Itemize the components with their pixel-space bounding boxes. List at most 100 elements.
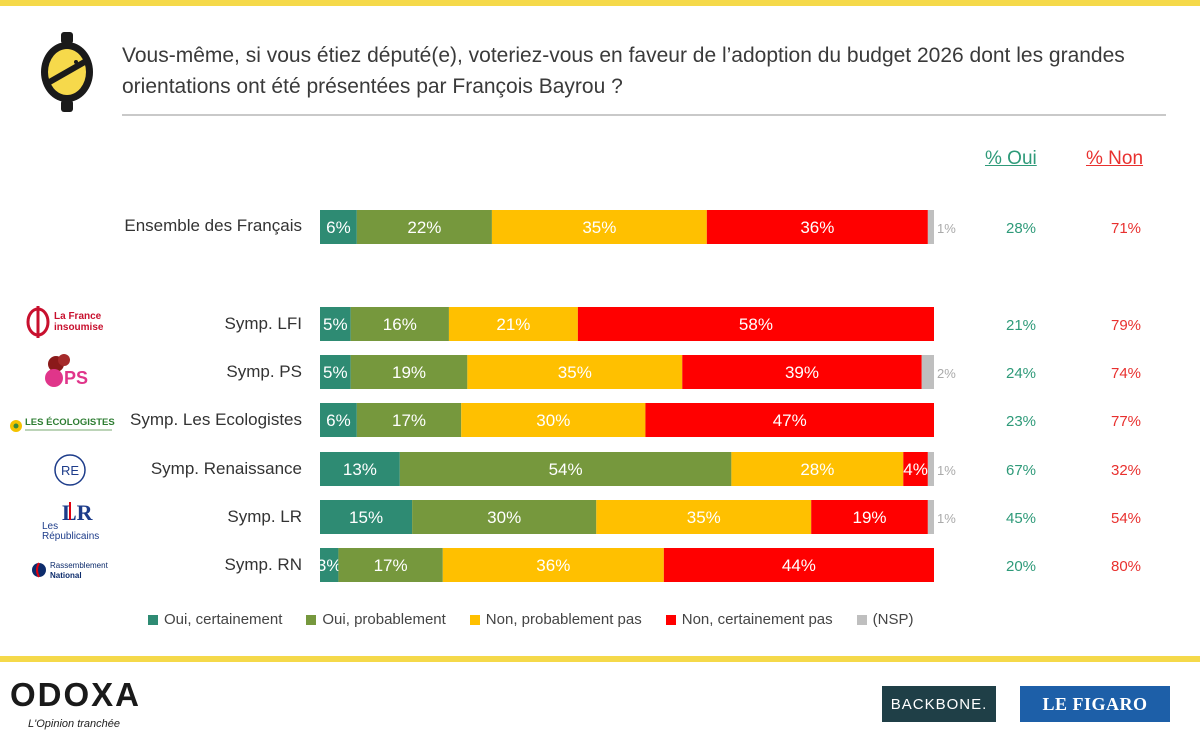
bar-segment-ensemble-des-fran-ais-non-probablement-pas (491, 210, 707, 244)
ps-logo-text: PS (64, 368, 88, 388)
bar-label-symp-ps-oui-certainement: 5% (323, 363, 348, 382)
bar-segment-symp-ps-nsp (921, 355, 934, 389)
legend-swatch (856, 614, 867, 625)
rn-logo-line2: National (50, 571, 82, 580)
bar-segment-symp-lr-non-certainement-pas (811, 500, 928, 534)
pct-non-lfi: 79% (1110, 317, 1142, 334)
row-label-ecologistes: Symp. Les Ecologistes (130, 410, 302, 429)
bar-label-symp-lr-non-probablement-pas: 35% (687, 508, 721, 527)
lfi-logo-line2: insoumise (54, 322, 104, 333)
legend-label: (NSP) (872, 611, 914, 628)
pct-non-ps: 74% (1110, 365, 1142, 382)
bar-segment-symp-lfi-non-probablement-pas (448, 307, 578, 341)
bar-label-ensemble-des-fran-ais-oui-certainement: 6% (326, 218, 351, 237)
lr-logo-mark: LR (62, 500, 94, 525)
legend-swatch (469, 614, 480, 625)
pct-oui-ensemble: 28% (1005, 220, 1037, 237)
bar-label-symp-lr-oui-probablement: 30% (487, 508, 521, 527)
bar-label-symp-rn-non-certainement-pas: 44% (782, 556, 816, 575)
bar-label-symp-rn-oui-certainement: 3% (317, 556, 342, 575)
survey-question: Vous-même, si vous étiez député(e), vote… (122, 44, 1125, 98)
bar-label-symp-lfi-oui-probablement: 16% (383, 315, 417, 334)
bar-label-symp-ps-non-probablement-pas: 35% (558, 363, 592, 382)
pct-oui-lr: 45% (1005, 510, 1037, 527)
chart-legend: Oui, certainement Oui, probablement Non,… (148, 611, 938, 628)
legend-label: Oui, certainement (164, 611, 283, 628)
odoxa-tagline: L'Opinion tranchée (28, 718, 120, 730)
bar-segment-symp-renaissance-non-probablement-pas (731, 452, 904, 486)
bar-label-symp-les-ecologistes-oui-probablement: 17% (392, 411, 426, 430)
bar-label-symp-lfi-oui-certainement: 5% (323, 315, 348, 334)
bar-segment-ensemble-des-fran-ais-non-certainement-pas (706, 210, 928, 244)
top-accent-bar (0, 0, 1200, 6)
pct-non-rn: 80% (1110, 558, 1142, 575)
pct-oui-rn: 20% (1005, 558, 1037, 575)
bar-label-symp-renaissance-non-probablement-pas: 28% (800, 460, 834, 479)
bar-segment-symp-rn-non-probablement-pas (442, 548, 664, 582)
bar-segment-symp-les-ecologistes-oui-probablement (356, 403, 462, 437)
row-label-ensemble: Ensemble des Français (124, 216, 302, 235)
bar-segment-symp-renaissance-nsp (927, 452, 934, 486)
bar-label-symp-ps-non-certainement-pas: 39% (785, 363, 819, 382)
bar-segment-symp-ps-oui-certainement (320, 355, 351, 389)
bar-segment-symp-les-ecologistes-non-probablement-pas (461, 403, 646, 437)
lr-logo-line2: Républicains (42, 531, 99, 542)
odoxa-logo: ODOXA (10, 676, 142, 713)
pct-oui-lfi: 21% (1005, 317, 1037, 334)
backbone-logo: BACKBONE. (882, 686, 996, 722)
pct-non-ecologistes: 77% (1110, 413, 1142, 430)
bar-segment-symp-renaissance-non-certainement-pas (903, 452, 928, 486)
bar-label-symp-les-ecologistes-non-certainement-pas: 47% (773, 411, 807, 430)
bar-segment-symp-lfi-non-certainement-pas (577, 307, 934, 341)
bar-label-symp-ps-oui-probablement: 19% (392, 363, 426, 382)
bar-label-symp-les-ecologistes-oui-certainement: 6% (326, 411, 351, 430)
bar-segment-symp-lr-nsp (927, 500, 934, 534)
bar-label-symp-lfi-non-certainement-pas: 58% (739, 315, 773, 334)
ecologistes-logo-text: LES ÉCOLOGISTES (25, 417, 115, 428)
bottom-accent-bar (0, 656, 1200, 662)
bar-segment-symp-les-ecologistes-oui-certainement (320, 403, 357, 437)
row-label-lfi: Symp. LFI (224, 314, 302, 333)
row-label-lr: Symp. LR (227, 507, 302, 526)
bar-label-ensemble-des-fran-ais-oui-probablement: 22% (407, 218, 441, 237)
legend-label: Non, certainement pas (681, 611, 833, 628)
bar-segment-symp-renaissance-oui-certainement (320, 452, 400, 486)
legend-swatch (148, 614, 158, 625)
rn-logo-icon: Rassemblement National (32, 561, 109, 580)
bar-segment-symp-rn-non-certainement-pas (663, 548, 934, 582)
bar-label-symp-lr-oui-certainement: 15% (349, 508, 383, 527)
bar-segment-symp-rn-oui-probablement (338, 548, 443, 582)
pct-oui-ecologistes: 23% (1005, 413, 1037, 430)
bar-label-symp-renaissance-non-certainement-pas: 4% (903, 460, 928, 479)
renaissance-logo-icon: RE (54, 454, 86, 486)
bar-segment-ensemble-des-fran-ais-nsp (927, 210, 934, 244)
bar-label-symp-renaissance-nsp: 1% (937, 463, 956, 478)
legend-item-oui-probablement: Oui, probablement (306, 611, 446, 628)
pct-non-ensemble: 71% (1110, 220, 1142, 237)
pct-non-renaissance: 32% (1110, 462, 1142, 479)
pct-non-lr: 54% (1110, 510, 1142, 527)
row-label-ps: Symp. PS (226, 362, 302, 381)
legend-swatch (665, 614, 676, 625)
bar-segment-symp-lfi-oui-probablement (350, 307, 449, 341)
bar-segment-symp-ps-non-certainement-pas (682, 355, 922, 389)
rn-logo-line1: Rassemblement (50, 561, 109, 570)
bar-label-ensemble-des-fran-ais-nsp: 1% (937, 221, 956, 236)
renaissance-logo-text: RE (61, 463, 79, 478)
legend-label: Non, probablement pas (485, 611, 642, 628)
bar-segment-symp-rn-oui-certainement (320, 548, 339, 582)
bar-label-symp-les-ecologistes-non-probablement-pas: 30% (536, 411, 570, 430)
bar-segment-symp-lfi-oui-certainement (320, 307, 351, 341)
bar-segment-symp-renaissance-oui-probablement (399, 452, 732, 486)
legend-item-non-certainement-pas: Non, certainement pas (665, 611, 833, 628)
bar-label-symp-renaissance-oui-probablement: 54% (549, 460, 583, 479)
lr-logo-icon: LR Les Républicains (42, 500, 99, 542)
odoxa-emblem-icon (41, 32, 93, 112)
le-figaro-logo: LE FIGARO (1020, 686, 1170, 722)
bar-segment-symp-lr-oui-probablement (412, 500, 597, 534)
bar-label-symp-lr-non-certainement-pas: 19% (853, 508, 887, 527)
bar-label-symp-rn-oui-probablement: 17% (374, 556, 408, 575)
bar-segment-symp-lr-non-probablement-pas (596, 500, 812, 534)
ecologistes-logo-icon: LES ÉCOLOGISTES (10, 417, 115, 432)
legend-label: Oui, probablement (322, 611, 446, 628)
